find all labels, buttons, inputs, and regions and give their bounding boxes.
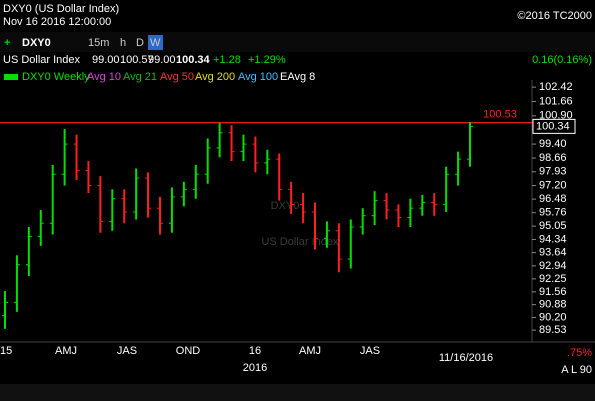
legend-entry: Avg 21: [123, 71, 157, 83]
y-tick-label: 97.20: [539, 179, 567, 191]
interval-selected: [148, 35, 163, 50]
quote-low: 99.00: [148, 54, 176, 66]
quote-change-pct: +1.29%: [248, 54, 286, 66]
y-tick-label: 92.94: [539, 260, 567, 272]
quote-high: 100.57: [120, 54, 154, 66]
y-tick-label: 95.05: [539, 220, 567, 232]
interval-button[interactable]: W: [150, 37, 161, 49]
legend-entry: EAvg 8: [280, 71, 315, 83]
x-tick-label: 16: [249, 345, 261, 357]
interval-button[interactable]: D: [136, 37, 144, 49]
x-tick-label: JAS: [360, 345, 380, 357]
resistance-label: 100.53: [483, 109, 517, 121]
last-price-label: 100.34: [536, 120, 570, 132]
y-tick-label: 89.53: [539, 324, 567, 336]
x-year-label: 2016: [243, 362, 267, 374]
watermark-symbol: DXY0: [271, 200, 300, 212]
last-price-tag: [532, 118, 576, 134]
x-tick-label: AMJ: [55, 345, 77, 357]
status-bar: [0, 384, 595, 401]
interval-button[interactable]: 15m: [88, 37, 109, 49]
quote-change: +1.28: [213, 54, 241, 66]
y-tick-label: 95.76: [539, 207, 567, 219]
y-tick-label: 102.42: [539, 81, 573, 93]
quote-name: US Dollar Index: [3, 54, 81, 66]
symbol[interactable]: DXY0: [22, 37, 51, 49]
y-tick-label: 90.20: [539, 311, 567, 323]
add-button[interactable]: +: [4, 37, 10, 49]
interval-button[interactable]: h: [120, 37, 126, 49]
x-date-label: 11/16/2016: [439, 352, 493, 364]
y-tick-label: 100.90: [539, 110, 573, 122]
y-tick-label: 93.64: [539, 247, 567, 259]
legend-swatch: [4, 74, 18, 80]
y-tick-label: 101.66: [539, 95, 573, 107]
x-tick-label: 15: [0, 345, 12, 357]
x-tick-label: OND: [176, 345, 201, 357]
legend-entry: Avg 10: [87, 71, 121, 83]
window-title: DXY0 (US Dollar Index): [3, 3, 119, 15]
interval-buttons: 15m h D W: [88, 35, 163, 50]
y-tick-label: 90.88: [539, 299, 567, 311]
legend-entry: DXY0 Weekly: [22, 71, 90, 83]
x-tick-label: AMJ: [299, 345, 321, 357]
y-tick-label: 92.25: [539, 273, 567, 285]
copyright: ©2016 TC2000: [517, 10, 592, 22]
legend-entry: Avg 200: [195, 71, 235, 83]
timestamp: Nov 16 2016 12:00:00: [3, 16, 111, 28]
watermark-name: US Dollar Index: [261, 236, 339, 248]
quote-open: 99.00: [92, 54, 120, 66]
footer-flags: A L 90: [561, 364, 592, 376]
y-tick-label: 98.66: [539, 152, 567, 164]
legend-entry: Avg 50: [160, 71, 194, 83]
footer-pct: .75%: [567, 347, 592, 359]
y-tick-label: 99.40: [539, 138, 567, 150]
legend-entry: Avg 100: [238, 71, 278, 83]
y-tick-label: 94.34: [539, 233, 567, 245]
y-tick-label: 97.93: [539, 166, 567, 178]
y-tick-label: 96.48: [539, 193, 567, 205]
change: 0.16(0.16%): [532, 54, 592, 66]
quote-last: 100.34: [176, 54, 211, 66]
x-tick-label: JAS: [117, 345, 137, 357]
y-tick-label: 91.56: [539, 286, 567, 298]
